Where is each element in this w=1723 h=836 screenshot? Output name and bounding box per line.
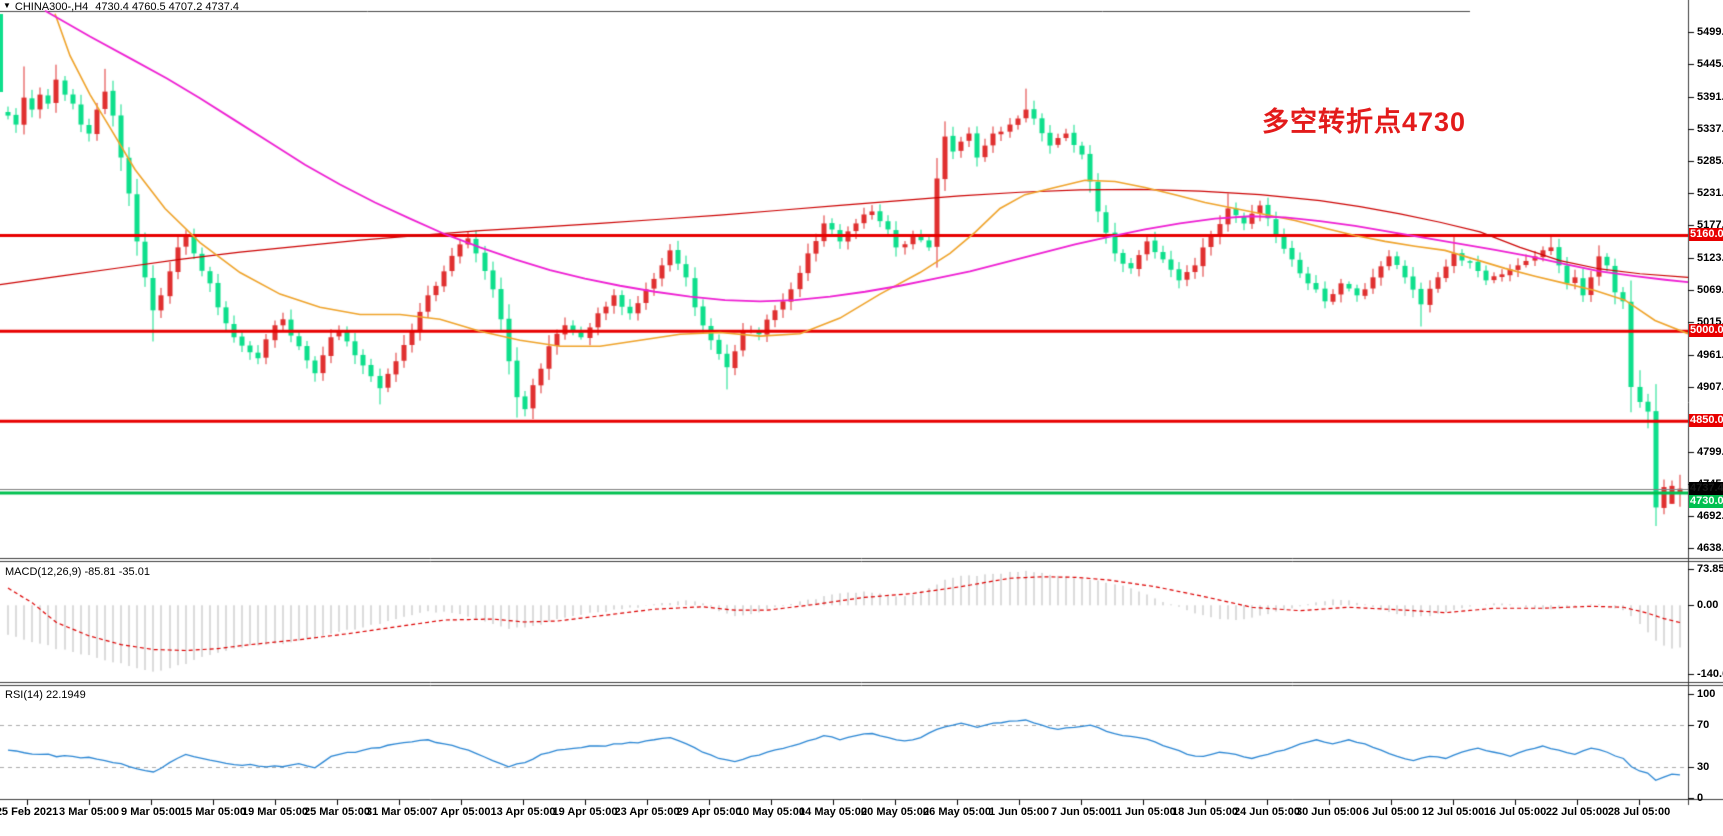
resistance-5160-badge: 5160.0 — [1689, 228, 1723, 242]
time-label-3: 15 Mar 05:00 — [179, 806, 247, 818]
price-tick-5445.5: 5445.5 — [1697, 58, 1723, 71]
time-label-16: 1 Jun 05:00 — [989, 806, 1049, 818]
time-label-13: 14 May 05:00 — [799, 806, 867, 818]
time-label-18: 11 Jun 05:00 — [1110, 806, 1176, 818]
time-label-7: 7 Apr 05:00 — [431, 806, 491, 818]
macd-label-name: MACD(12,26,9) — [5, 566, 82, 578]
rsi-value: 22.1949 — [45, 689, 86, 701]
symbol-dropdown-icon[interactable]: ▼ — [3, 1, 11, 10]
rsi-tick-0: 0 — [1697, 792, 1704, 804]
time-label-14: 20 May 05:00 — [861, 806, 929, 818]
price-tick-5069.0: 5069.0 — [1697, 283, 1723, 296]
time-label-19: 18 Jun 05:00 — [1171, 806, 1239, 818]
price-tick-4638.5: 4638.5 — [1697, 541, 1723, 554]
support-4850-badge: 4850.0 — [1689, 414, 1723, 428]
rsi-tick-70: 70 — [1697, 719, 1710, 732]
time-label-22: 6 Jul 05:00 — [1362, 806, 1420, 818]
price-tick-4692.5: 4692.5 — [1697, 509, 1723, 522]
time-label-23: 12 Jul 05:00 — [1421, 806, 1485, 818]
level-4730-badge: 4730.0 — [1689, 494, 1723, 508]
time-label-9: 19 Apr 05:00 — [552, 806, 618, 818]
time-label-12: 10 May 05:00 — [737, 806, 805, 818]
time-label-8: 13 Apr 05:00 — [490, 806, 556, 818]
rsi-tick-30: 30 — [1697, 760, 1710, 773]
time-label-2: 9 Mar 05:00 — [121, 806, 181, 818]
price-tick-5337.5: 5337.5 — [1697, 123, 1723, 136]
macd-value: -85.81 — [84, 566, 116, 578]
price-tick-5285.0: 5285.0 — [1697, 154, 1723, 167]
time-label-1: 3 Mar 05:00 — [59, 806, 119, 818]
time-label-5: 25 Mar 05:00 — [303, 806, 371, 818]
time-label-26: 28 Jul 05:00 — [1607, 806, 1671, 818]
time-label-10: 23 Apr 05:00 — [614, 806, 680, 818]
time-label-17: 7 Jun 05:00 — [1051, 806, 1111, 818]
price-tick-5391.5: 5391.5 — [1697, 90, 1723, 103]
price-tick-4799.0: 4799.0 — [1697, 445, 1723, 458]
price-tick-5231.0: 5231.0 — [1697, 186, 1723, 199]
macd-indicator-label: MACD(12,26,9) -85.81 -35.01 — [5, 566, 150, 578]
macd-tick-73.85: 73.85 — [1697, 563, 1723, 575]
time-label-0: 25 Feb 2021 — [0, 806, 59, 818]
time-label-15: 26 May 05:00 — [923, 806, 991, 818]
time-label-6: 31 Mar 05:00 — [365, 806, 433, 818]
rsi-label-name: RSI(14) — [5, 689, 43, 701]
time-label-24: 16 Jul 05:00 — [1483, 806, 1547, 818]
macd-tick--140.67: -140.67 — [1697, 668, 1723, 681]
time-label-4: 19 Mar 05:00 — [241, 806, 309, 818]
bid-price-badge: 4737.4 — [1689, 481, 1723, 495]
time-label-21: 30 Jun 05:00 — [1295, 806, 1363, 818]
symbol-header: ▼ CHINA300-,H4 4730.4 4760.5 4707.2 4737.4 — [3, 1, 240, 13]
price-tick-5177.0: 5177.0 — [1697, 219, 1723, 232]
symbol-ohlc-values: 4730.4 4760.5 4707.2 4737.4 — [95, 1, 240, 13]
price-tick-4907.0: 4907.0 — [1697, 381, 1723, 393]
annotation-text: 多空转折点4730 — [1262, 107, 1467, 137]
symbol-label: CHINA300-,H4 — [14, 1, 89, 13]
macd-tick-0.00: 0.00 — [1697, 599, 1719, 612]
rsi-indicator-label: RSI(14) 22.1949 — [5, 689, 86, 701]
price-tick-5499.5: 5499.5 — [1697, 26, 1723, 38]
price-tick-4961.0: 4961.0 — [1697, 348, 1723, 361]
macd-signal-value: -35.01 — [118, 566, 150, 578]
time-label-25: 22 Jul 05:00 — [1545, 806, 1609, 818]
rsi-tick-100: 100 — [1697, 688, 1716, 700]
time-label-11: 29 Apr 05:00 — [676, 806, 742, 818]
support-5000-badge: 5000.0 — [1689, 324, 1723, 338]
time-label-20: 24 Jun 05:00 — [1233, 806, 1301, 818]
price-tick-5123.0: 5123.0 — [1697, 251, 1723, 264]
